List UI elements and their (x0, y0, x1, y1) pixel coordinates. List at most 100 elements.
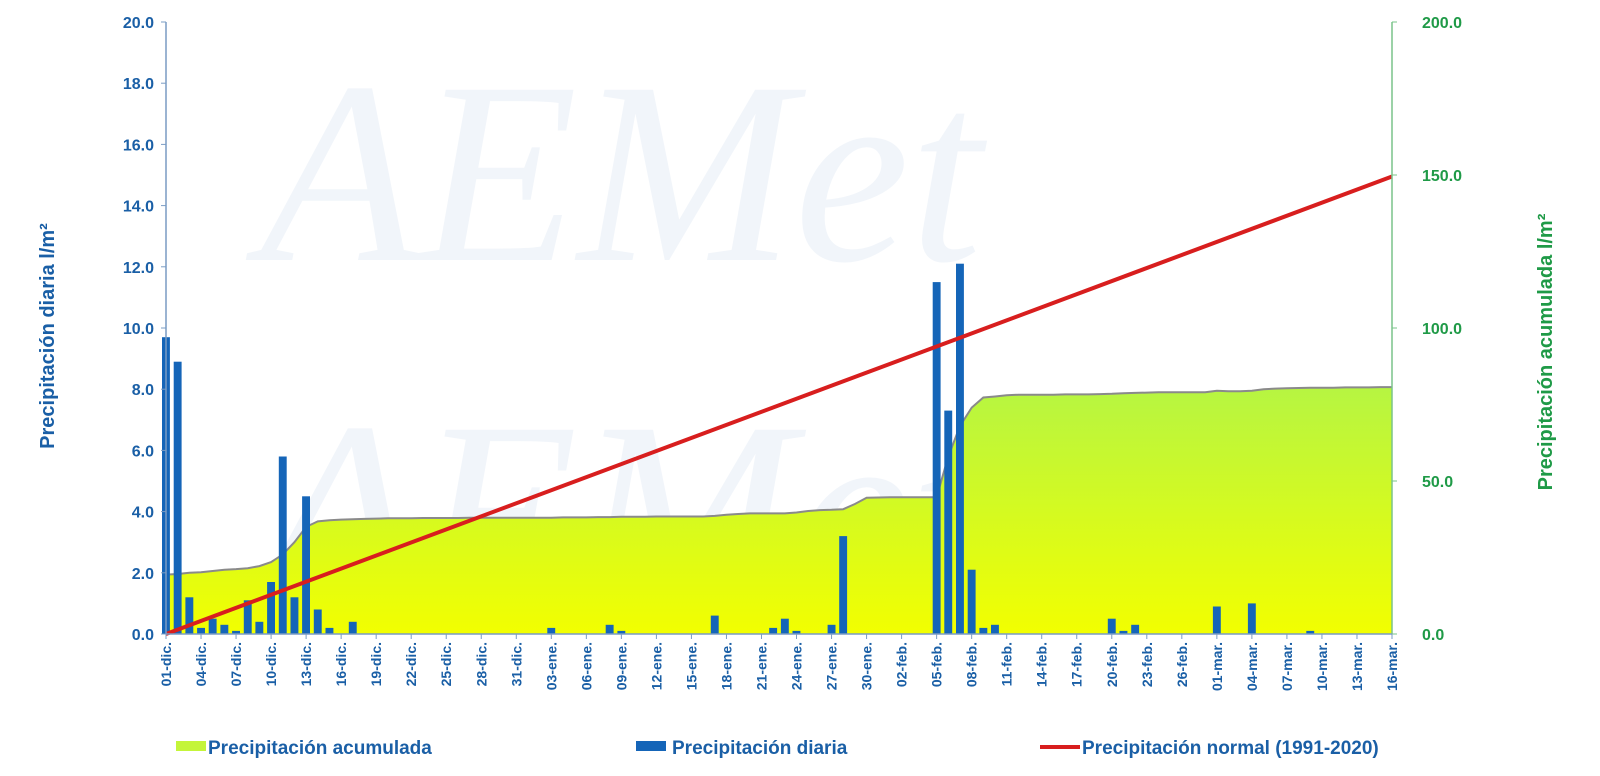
bar-precipitacion-diaria (944, 410, 953, 634)
left-tick-label: 10.0 (123, 321, 154, 338)
svg-text:AEMet: AEMet (244, 29, 991, 317)
x-tick-label: 09-ene. (613, 642, 629, 690)
legend-label-diaria: Precipitación diaria (672, 738, 848, 759)
bar-precipitacion-diaria (173, 361, 182, 634)
x-tick-label: 04-mar. (1244, 642, 1260, 691)
x-tick-label: 07-mar. (1279, 642, 1295, 691)
x-tick-label: 26-feb. (1174, 642, 1190, 687)
legend-swatch-acumulada (176, 741, 206, 751)
bar-precipitacion-diaria (348, 621, 357, 634)
bar-precipitacion-diaria (290, 597, 299, 634)
bar-precipitacion-diaria (1306, 630, 1315, 634)
x-tick-label: 15-ene. (683, 642, 699, 690)
line-precipitacion-normal (165, 174, 1393, 636)
bar-precipitacion-diaria (243, 600, 252, 634)
x-tick-label: 25-dic. (438, 642, 454, 686)
bar-precipitacion-diaria (605, 624, 614, 634)
x-tick-label: 21-ene. (753, 642, 769, 690)
bar-precipitacion-diaria (967, 569, 976, 634)
bar-precipitacion-diaria (710, 615, 719, 634)
bar-precipitacion-diaria (792, 630, 801, 634)
area-precipitacion-acumulada (166, 387, 1392, 634)
x-tick-label: 07-dic. (228, 642, 244, 686)
bar-precipitacion-diaria (991, 624, 999, 634)
x-tick-label: 03-ene. (543, 642, 559, 690)
bar-precipitacion-diaria (1212, 606, 1221, 634)
x-tick-label: 24-ene. (789, 642, 805, 690)
bar-precipitacion-diaria (302, 496, 310, 634)
x-tick-label: 17-feb. (1069, 642, 1085, 687)
left-axis-title: Precipitación diaria l/m² (37, 223, 59, 449)
left-tick-label: 4.0 (132, 505, 154, 522)
x-tick-label: 08-feb. (964, 642, 980, 687)
legend-swatch-diaria (636, 741, 666, 751)
x-tick-label: 10-dic. (263, 642, 279, 686)
left-tick-label: 20.0 (123, 15, 154, 32)
x-tick-label: 23-feb. (1139, 642, 1155, 687)
bar-precipitacion-diaria (1107, 618, 1116, 634)
x-tick-label: 12-ene. (648, 642, 664, 690)
legend-label-acumulada: Precipitación acumulada (208, 738, 432, 759)
bar-precipitacion-diaria (208, 618, 217, 634)
left-tick-label: 2.0 (132, 566, 154, 583)
bar-precipitacion-diaria (278, 456, 287, 634)
right-tick-label: 50.0 (1422, 474, 1453, 491)
x-tick-label: 01-mar. (1209, 642, 1225, 691)
bar-precipitacion-diaria (617, 630, 626, 634)
right-axis-title: Precipitación acumulada l/m² (1535, 213, 1557, 490)
x-tick-label: 13-mar. (1349, 642, 1365, 691)
x-tick-label: 11-feb. (999, 642, 1015, 686)
bar-precipitacion-diaria (769, 627, 778, 634)
bar-precipitacion-diaria (232, 630, 240, 634)
x-tick-label: 14-feb. (1034, 642, 1050, 687)
x-tick-label: 02-feb. (894, 642, 910, 687)
x-tick-label: 18-ene. (718, 642, 734, 690)
axes: 0.0 2.0 4.0 6.0 8.0 10.0 12.0 14.0 16.0 18.0 20.0 0… (123, 15, 1462, 691)
right-tick-label: 100.0 (1422, 321, 1462, 338)
bar-precipitacion-diaria (325, 627, 334, 634)
right-tick-label: 200.0 (1422, 15, 1462, 32)
x-tick-label: 28-dic. (473, 642, 489, 686)
bar-precipitacion-diaria (547, 627, 556, 634)
x-tick-label: 01-dic. (158, 642, 174, 686)
bar-precipitacion-diaria (1247, 603, 1256, 634)
area-top-edge (165, 386, 1392, 576)
bar-precipitacion-diaria (1119, 630, 1128, 634)
bar-precipitacion-diaria (267, 582, 275, 634)
x-tick-label: 20-feb. (1104, 642, 1120, 687)
left-tick-label: 14.0 (123, 199, 154, 216)
x-tick-label: 16-dic. (333, 642, 349, 686)
x-tick-label: 30-ene. (859, 642, 875, 690)
x-tick-label: 06-ene. (578, 642, 594, 690)
left-tick-label: 0.0 (132, 627, 154, 644)
bar-precipitacion-diaria (839, 536, 848, 634)
bar-precipitacion-diaria (255, 621, 264, 634)
left-tick-label: 16.0 (123, 137, 154, 154)
x-tick-label: 19-dic. (368, 642, 384, 686)
legend: Precipitación acumulada Precipitación di… (176, 738, 1379, 759)
bar-precipitacion-diaria (197, 627, 205, 634)
bar-precipitacion-diaria (1131, 624, 1140, 634)
x-tick-label: 31-dic. (508, 642, 524, 686)
bar-precipitacion-diaria (780, 618, 789, 634)
left-tick-label: 6.0 (132, 443, 154, 460)
bar-precipitacion-diaria (313, 609, 322, 634)
left-tick-label: 12.0 (123, 260, 154, 277)
x-tick-label: 16-mar. (1384, 642, 1400, 691)
bar-precipitacion-diaria (932, 282, 941, 634)
x-tick-label: 13-dic. (298, 642, 314, 686)
x-tick-label: 27-ene. (824, 642, 840, 690)
bar-precipitacion-diaria (979, 627, 988, 634)
x-tick-label: 22-dic. (403, 642, 419, 686)
legend-label-normal: Precipitación normal (1991-2020) (1082, 738, 1379, 759)
x-tick-label: 05-feb. (929, 642, 945, 687)
bar-precipitacion-diaria (185, 597, 194, 634)
x-tick-label: 10-mar. (1314, 642, 1330, 691)
x-tick-label: 04-dic. (193, 642, 209, 686)
bar-precipitacion-diaria (827, 624, 836, 634)
right-tick-label: 0.0 (1422, 627, 1444, 644)
left-tick-label: 8.0 (132, 382, 154, 399)
left-tick-label: 18.0 (123, 76, 154, 93)
plot-area (162, 174, 1393, 636)
